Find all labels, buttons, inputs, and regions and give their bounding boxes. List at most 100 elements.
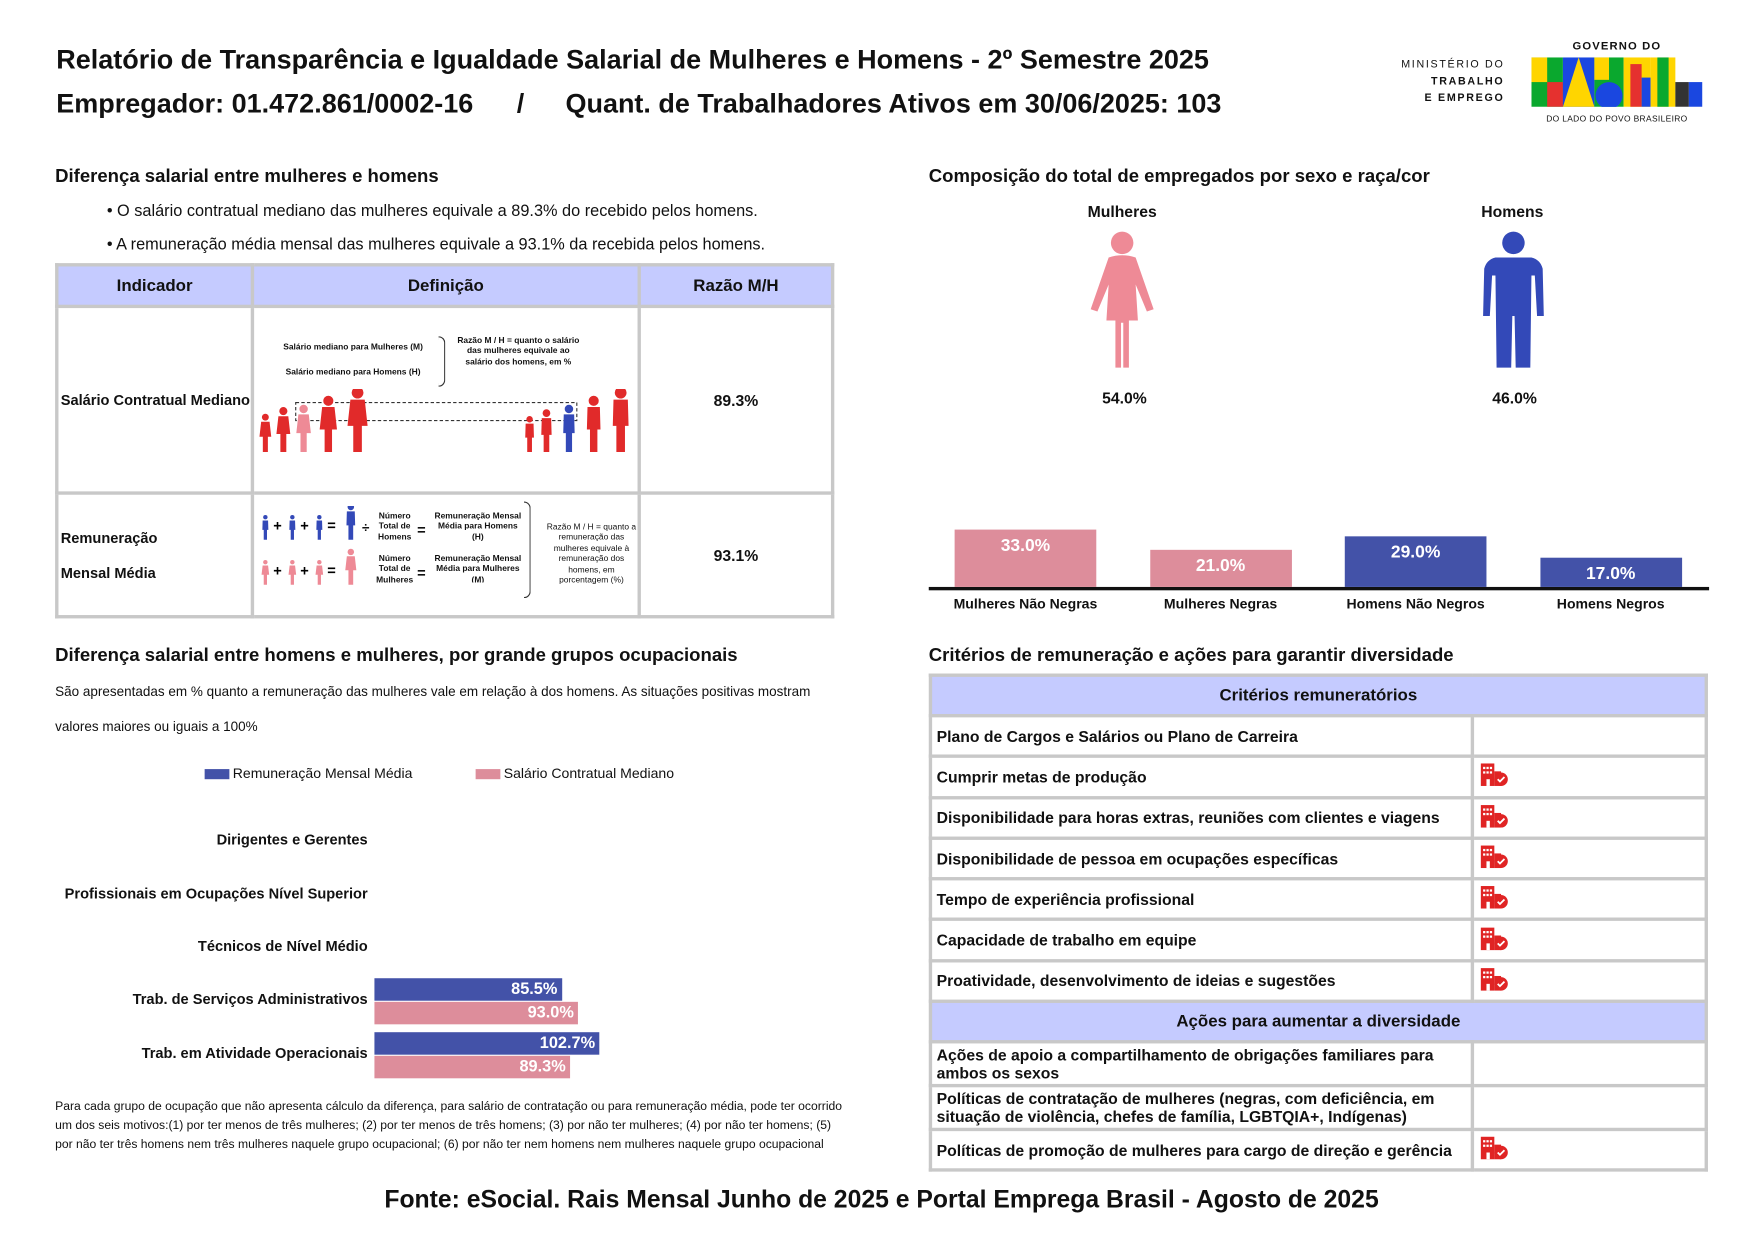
criteria-status — [1470, 1040, 1708, 1088]
criteria-label: Tempo de experiência profissional — [928, 877, 1475, 922]
occupation-label: Dirigentes e Gerentes — [216, 830, 368, 848]
svg-text:=: = — [327, 564, 336, 580]
criteria-status — [1470, 795, 1708, 840]
criteria-row: Proatividade, desenvolvimento de ideias … — [928, 958, 1708, 1004]
criteria-status — [1470, 877, 1708, 922]
bullet: • O salário contratual mediano das mulhe… — [106, 202, 758, 221]
criteria-row: Plano de Cargos e Salários ou Plano de C… — [928, 713, 1708, 759]
criteria-row: Disponibilidade de pessoa em ocupações e… — [928, 836, 1708, 881]
criteria-row: Tempo de experiência profissional — [928, 877, 1708, 922]
legend-item: Salário Contratual Mediano — [475, 765, 675, 782]
criteria-status — [1470, 836, 1708, 881]
ratio-value: 93.1% — [637, 491, 835, 619]
def-h-div: ÷ Número Total de Homens — [362, 510, 412, 542]
svg-text:+: + — [273, 564, 282, 580]
def-note: Razão M / H = quanto a remuneração das m… — [546, 521, 637, 585]
criteria-table: Critérios remuneratórios Plano de Cargos… — [928, 673, 1708, 1173]
def-h-res: Remuneração Mensal Média para Homens (H) — [434, 510, 522, 542]
building-check-icon — [1480, 763, 1508, 787]
salary-gap-title: Diferença salarial entre mulheres e home… — [55, 166, 439, 187]
separator: / — [516, 88, 525, 120]
brace-icon — [523, 501, 531, 599]
criteria-label: Cumprir metas de produção — [928, 754, 1475, 800]
legend-swatch — [475, 768, 501, 779]
women-pct: 54.0% — [1102, 389, 1147, 408]
def-m-res: Remuneração Mensal Média para Mulheres (… — [434, 553, 522, 583]
bar-value-label: 17.0% — [1585, 564, 1636, 584]
criteria-label: Ações de apoio a compartilhamento de obr… — [928, 1040, 1475, 1088]
occupation-bar: 85.5% — [374, 978, 562, 1001]
def-m-div: Número Total de Mulheres — [376, 553, 414, 583]
chart-baseline — [928, 586, 1710, 591]
equals-icon: = — [417, 564, 426, 582]
occupation-label: Trab. de Serviços Administrativos — [132, 990, 368, 1008]
woman-icon — [1090, 231, 1154, 368]
criteria-status — [1470, 1084, 1708, 1132]
people-sum-illustration-icon: + + = + + = — [261, 505, 357, 585]
indicator-name: Remuneração Mensal Média — [55, 491, 255, 619]
occupation-label: Profissionais em Ocupações Nível Superio… — [64, 884, 368, 902]
ministry-logo: MINISTÉRIO DO TRABALHO E EMPREGO — [1372, 56, 1505, 107]
svg-text:=: = — [327, 519, 336, 535]
bullet: • A remuneração média mensal das mulhere… — [106, 236, 766, 255]
race-bar: 29.0% — [1344, 536, 1487, 587]
ministry-line: MINISTÉRIO DO — [1401, 58, 1505, 71]
criteria-label: Proatividade, desenvolvimento de ideias … — [928, 958, 1475, 1004]
col-definicao: Definição — [250, 263, 641, 309]
building-check-icon — [1480, 845, 1508, 869]
legend-label: Salário Contratual Mediano — [503, 765, 675, 782]
bar-value-label: 21.0% — [1195, 557, 1246, 577]
occupation-label: Técnicos de Nível Médio — [197, 937, 368, 955]
category-label: Mulheres Negras — [1163, 595, 1278, 612]
actions-header: Ações para aumentar a diversidade — [928, 999, 1708, 1044]
gov-brasil-logo: GOVERNO DO DO LADO DO POVO BRASILEIRO — [1531, 40, 1703, 124]
employer-line: Empregador: 01.472.861/0002-16 / Quant. … — [56, 89, 1221, 120]
occupation-bar: 93.0% — [374, 1001, 579, 1025]
ministry-line: E EMPREGO — [1424, 92, 1505, 105]
criteria-row: Disponibilidade para horas extras, reuni… — [928, 795, 1708, 840]
svg-text:+: + — [300, 519, 309, 535]
svg-text:+: + — [273, 519, 282, 535]
criteria-label: Políticas de contratação de mulheres (ne… — [928, 1084, 1475, 1132]
table-row: Remuneração Mensal Média + + = + + = ÷ Número … — [55, 491, 835, 619]
def-h: Salário mediano para Homens (H) — [285, 366, 421, 377]
source-footer: Fonte: eSocial. Rais Mensal Junho de 202… — [384, 1185, 1379, 1214]
legend-label: Remuneração Mensal Média — [232, 765, 413, 782]
people-ranked-illustration-icon — [259, 389, 629, 453]
brasil-wordmark-icon — [1531, 57, 1703, 107]
criteria-status — [1470, 754, 1708, 800]
criteria-row: Capacidade de trabalho em equipe — [928, 918, 1708, 963]
definition-diagram: + + = + + = ÷ Número Total de Homens Remuneraç… — [250, 491, 641, 619]
svg-text:+: + — [300, 564, 309, 580]
equals-icon: = — [417, 521, 426, 539]
criteria-label: Políticas de promoção de mulheres para c… — [928, 1127, 1475, 1173]
race-bar: 21.0% — [1149, 550, 1292, 587]
occupational-intro: São apresentadas em % quanto a remuneraç… — [55, 683, 811, 735]
criteria-row: Políticas de contratação de mulheres (ne… — [928, 1084, 1708, 1132]
report-title: Relatório de Transparência e Igualdade S… — [56, 44, 1209, 76]
race-bar: 17.0% — [1539, 557, 1682, 587]
category-label: Homens Não Negros — [1346, 595, 1485, 612]
occupational-title: Diferença salarial entre homens e mulher… — [55, 645, 738, 666]
bar-value-label: 33.0% — [1000, 536, 1051, 556]
brace-icon — [438, 336, 446, 387]
def-note: Razão M / H = quanto o salário das mulhe… — [457, 335, 580, 367]
criteria-label: Disponibilidade para horas extras, reuni… — [928, 795, 1475, 840]
def-m: Salário mediano para Mulheres (M) — [283, 341, 423, 352]
men-pct: 46.0% — [1492, 389, 1537, 408]
criteria-title: Critérios de remuneração e ações para ga… — [928, 645, 1454, 666]
building-check-icon — [1480, 927, 1508, 950]
criteria-label: Plano de Cargos e Salários ou Plano de C… — [928, 713, 1475, 759]
criteria-status — [1470, 958, 1708, 1004]
criteria-header: Critérios remuneratórios — [928, 673, 1708, 718]
legend-item: Remuneração Mensal Média — [204, 765, 413, 782]
building-check-icon — [1480, 1137, 1508, 1160]
criteria-status — [1470, 1127, 1708, 1173]
category-label: Homens Negros — [1556, 595, 1665, 612]
occupation-bar: 89.3% — [374, 1055, 571, 1079]
ministry-line: TRABALHO — [1431, 75, 1505, 88]
criteria-label: Disponibilidade de pessoa em ocupações e… — [928, 836, 1475, 881]
women-label: Mulheres — [1087, 202, 1157, 221]
indicator-name: Salário Contratual Mediano — [55, 304, 255, 495]
table-row: Salário Contratual Mediano Salário media… — [55, 304, 835, 495]
